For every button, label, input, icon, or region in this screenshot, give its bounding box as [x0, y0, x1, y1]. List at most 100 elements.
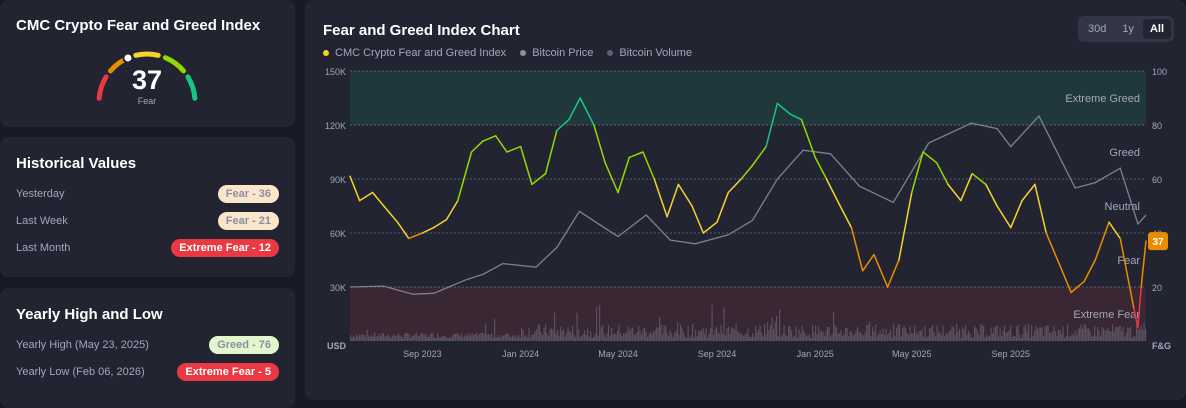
volume-bar [1100, 336, 1102, 341]
volume-bar [1025, 324, 1027, 341]
volume-bar [942, 325, 944, 341]
volume-bar [710, 327, 712, 341]
volume-bar [1034, 330, 1036, 341]
volume-bar [983, 326, 985, 341]
volume-bar [990, 327, 992, 341]
volume-bar [566, 332, 568, 341]
current-value-badge [1148, 232, 1168, 251]
volume-bar [498, 335, 500, 341]
volume-bar [810, 337, 812, 341]
volume-bar [753, 336, 755, 341]
volume-bar [536, 329, 538, 341]
volume-bar [402, 337, 404, 341]
volume-bar [848, 336, 850, 341]
volume-bar [468, 332, 470, 341]
volume-bar [437, 333, 439, 341]
fear-greed-segment [506, 145, 522, 153]
volume-bar [786, 336, 788, 341]
volume-bar [420, 332, 422, 341]
volume-bar [405, 332, 407, 341]
volume-bar [812, 324, 814, 341]
volume-bar [578, 329, 580, 341]
volume-bar [968, 330, 970, 341]
volume-bar [1109, 331, 1111, 341]
volume-bar [756, 332, 758, 341]
volume-bar [855, 330, 857, 341]
volume-bar [396, 335, 398, 341]
volume-bar [1046, 325, 1048, 341]
fear-greed-segment [396, 221, 410, 240]
left-tick-label: 60K [330, 229, 346, 239]
left-tick-label: 30K [330, 283, 346, 293]
volume-bar [1013, 335, 1015, 341]
volume-bar [992, 333, 994, 341]
fear-greed-segment [383, 205, 399, 223]
volume-bar [803, 330, 805, 341]
volume-bar [668, 335, 670, 341]
tab-30d[interactable]: 30d [1087, 23, 1107, 35]
zone-label: Fear [1117, 255, 1140, 267]
volume-bar [975, 327, 977, 341]
volume-bar [845, 328, 847, 341]
volume-bar [606, 332, 608, 341]
fear-greed-segment [776, 102, 792, 115]
volume-bar [980, 324, 982, 341]
volume-bar [1095, 336, 1097, 341]
volume-bar [851, 332, 853, 341]
volume-bar [1067, 324, 1069, 341]
tab-all[interactable]: All [1142, 19, 1171, 39]
volume-bar [824, 335, 826, 341]
volume-bar [795, 326, 797, 341]
volume-bar [764, 323, 766, 341]
volume-bar [398, 333, 400, 341]
volume-bar [902, 328, 904, 341]
volume-bar [548, 335, 550, 341]
volume-bar [690, 335, 692, 341]
volume-bar [782, 334, 784, 341]
volume-bar [816, 333, 818, 341]
volume-bar [825, 330, 827, 341]
volume-bar [836, 327, 838, 341]
legend-fear-greed[interactable]: CMC Crypto Fear and Greed Index [323, 47, 506, 59]
volume-bar [627, 326, 629, 341]
volume-bar [1008, 329, 1010, 341]
volume-bar [1043, 336, 1045, 341]
volume-bar [617, 330, 619, 341]
extreme-greed-zone [350, 71, 1146, 125]
volume-bar [464, 336, 466, 341]
volume-bar [978, 334, 980, 341]
value-badge: Extreme Fear - 12 [171, 239, 279, 257]
volume-bar [369, 336, 371, 341]
volume-bar [518, 335, 520, 341]
volume-bar [645, 331, 647, 341]
volume-bar [480, 332, 482, 341]
volume-bar [1115, 326, 1117, 341]
tab-1y[interactable]: 1y [1122, 23, 1134, 35]
volume-bar [1121, 331, 1123, 341]
volume-bar [1106, 329, 1108, 341]
volume-bar [636, 331, 638, 341]
volume-bar [837, 333, 839, 341]
gauge-value: 37 [132, 65, 162, 95]
volume-bar [954, 334, 956, 341]
volume-bar [876, 336, 878, 341]
x-tick-label: Jan 2025 [797, 349, 834, 359]
fear-greed-segment [642, 151, 655, 180]
volume-bar [531, 334, 533, 341]
volume-bar [806, 336, 808, 341]
volume-bar [849, 330, 851, 341]
volume-bar [1116, 327, 1118, 341]
volume-bar [785, 335, 787, 341]
volume-bar [1113, 331, 1115, 341]
legend-btc-price[interactable]: Bitcoin Price [520, 47, 593, 59]
volume-bar [875, 324, 877, 341]
volume-bar [470, 335, 472, 341]
chart-card: Fear and Greed Index Chart 30d 1y All CM… [305, 0, 1186, 400]
volume-bar [1047, 324, 1049, 341]
legend-btc-volume[interactable]: Bitcoin Volume [607, 47, 692, 59]
volume-bar [425, 333, 427, 341]
volume-bar [609, 335, 611, 341]
volume-bar [1004, 325, 1006, 341]
volume-bar [621, 335, 623, 341]
volume-bar [662, 333, 664, 341]
